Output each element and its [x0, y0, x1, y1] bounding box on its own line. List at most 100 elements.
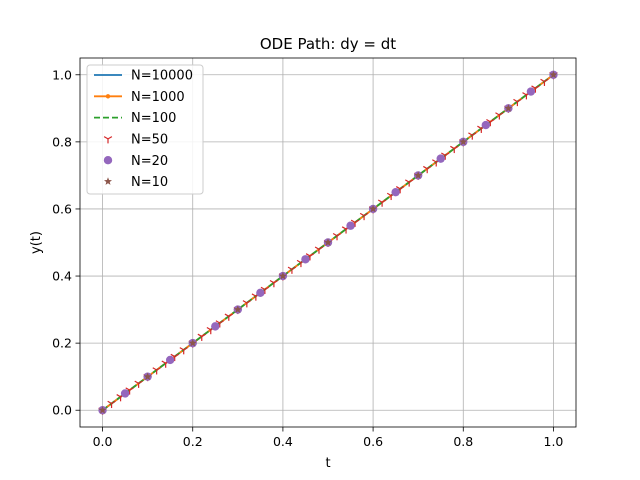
series-point-n-50	[129, 387, 134, 391]
legend-marker-5	[104, 177, 112, 185]
y-axis-label: y(t)	[29, 231, 44, 254]
series-point-n-50	[228, 313, 233, 317]
series-point-n-50	[332, 233, 338, 237]
series-point-n-50	[513, 98, 518, 103]
y-tick-label: 0.6	[52, 201, 72, 216]
series-point-n-50	[246, 300, 252, 304]
series-point-n-50	[486, 118, 491, 123]
series-point-n-50	[468, 132, 473, 136]
series-point-n-50	[423, 165, 428, 170]
series-point-n-50	[201, 333, 206, 337]
series-point-n-50	[477, 125, 482, 129]
series-point-n-10	[414, 171, 423, 179]
series-point-n-50	[540, 78, 545, 83]
y-tick-label: 0.2	[52, 336, 72, 351]
series-point-n-50	[206, 326, 212, 331]
x-axis-ticks: 0.0 0.2 0.4 0.6 0.8 1.0	[93, 427, 564, 449]
series-point-n-50	[260, 286, 266, 290]
x-tick-label: 1.0	[544, 434, 564, 449]
series-point-n-50	[219, 320, 224, 324]
series-point-n-50	[215, 320, 221, 324]
series-point-n-50	[264, 286, 270, 290]
x-tick-label: 0.6	[363, 434, 383, 449]
x-axis-label: t	[325, 456, 330, 471]
legend-frame	[86, 64, 204, 195]
series-point-n-50	[179, 347, 185, 351]
series-point-n-50	[441, 152, 446, 156]
series-point-n-20	[165, 355, 175, 365]
series-group	[98, 70, 558, 415]
series-point-n-50	[535, 85, 540, 89]
series-point-n-50	[471, 132, 477, 136]
series-point-n-50	[107, 400, 112, 405]
series-point-n-50	[309, 253, 315, 257]
series-point-n-10	[324, 238, 332, 246]
series-point-n-50	[544, 78, 549, 83]
x-tick-label: 0.8	[453, 434, 473, 449]
series-point-n-50	[522, 92, 527, 96]
series-point-n-20	[436, 154, 445, 163]
series-point-n-50	[363, 212, 369, 217]
legend-marker-3	[107, 136, 113, 140]
y-tick-label: 0.8	[52, 134, 72, 149]
series-point-n-50	[111, 400, 116, 405]
series-point-n-50	[399, 186, 405, 190]
series-point-n-50	[490, 118, 495, 123]
series-point-n-20	[481, 120, 491, 130]
series-point-n-10	[188, 338, 197, 347]
series-point-n-50	[152, 367, 157, 371]
series-point-n-50	[381, 199, 387, 203]
x-tick-label: 0.2	[183, 434, 203, 449]
series-point-n-50	[116, 394, 121, 398]
series-point-n-50	[426, 165, 432, 170]
series-point-n-50	[138, 380, 143, 384]
series-point-n-50	[386, 192, 392, 197]
y-tick-label: 1.0	[52, 67, 72, 82]
series-point-n-50	[269, 279, 275, 284]
series-point-n-50	[444, 152, 450, 156]
x-tick-label: 0.0	[93, 434, 113, 449]
series-point-n-20	[526, 87, 536, 96]
series-point-n-50	[341, 226, 347, 230]
series-point-n-50	[408, 179, 414, 183]
series-point-n-50	[291, 266, 297, 270]
series-point-n-50	[453, 145, 459, 150]
series-point-n-10	[143, 372, 152, 381]
series-n-10	[98, 70, 558, 414]
series-point-n-10	[233, 305, 242, 313]
legend-label: N=10	[131, 175, 168, 190]
series-point-n-50	[242, 300, 248, 304]
legend: N=10000 N=1000 N=100 N=50 N=20 N=10	[86, 64, 204, 195]
y-tick-label: 0.0	[52, 403, 72, 418]
series-point-n-50	[251, 293, 257, 297]
series-point-n-50	[134, 380, 139, 384]
series-point-n-50	[314, 246, 320, 250]
series-point-n-10	[549, 70, 558, 79]
series-point-n-50	[450, 145, 455, 150]
series-point-n-50	[125, 387, 130, 391]
series-point-n-50	[287, 266, 293, 270]
series-point-n-50	[531, 85, 536, 89]
legend-label: N=100	[131, 111, 176, 126]
series-point-n-50	[197, 333, 203, 337]
plot-frame	[79, 57, 577, 428]
series-point-n-10	[459, 137, 468, 146]
series-point-n-10	[369, 204, 378, 213]
series-point-n-50	[354, 219, 360, 223]
series-point-n-50	[404, 179, 410, 183]
series-point-n-50	[359, 212, 365, 217]
series-point-n-50	[183, 347, 188, 351]
series-point-n-50	[336, 233, 342, 237]
series-point-n-20	[301, 255, 310, 264]
series-point-n-50	[377, 199, 383, 203]
series-point-n-10	[278, 271, 287, 280]
series-point-n-50	[174, 353, 179, 358]
legend-label: N=10000	[131, 69, 193, 84]
series-point-n-20	[120, 389, 130, 398]
series-point-n-10	[98, 406, 107, 414]
series-point-n-50	[432, 159, 437, 163]
series-point-n-50	[296, 259, 302, 264]
series-point-n-50	[495, 112, 500, 116]
series-point-n-50	[170, 353, 175, 358]
